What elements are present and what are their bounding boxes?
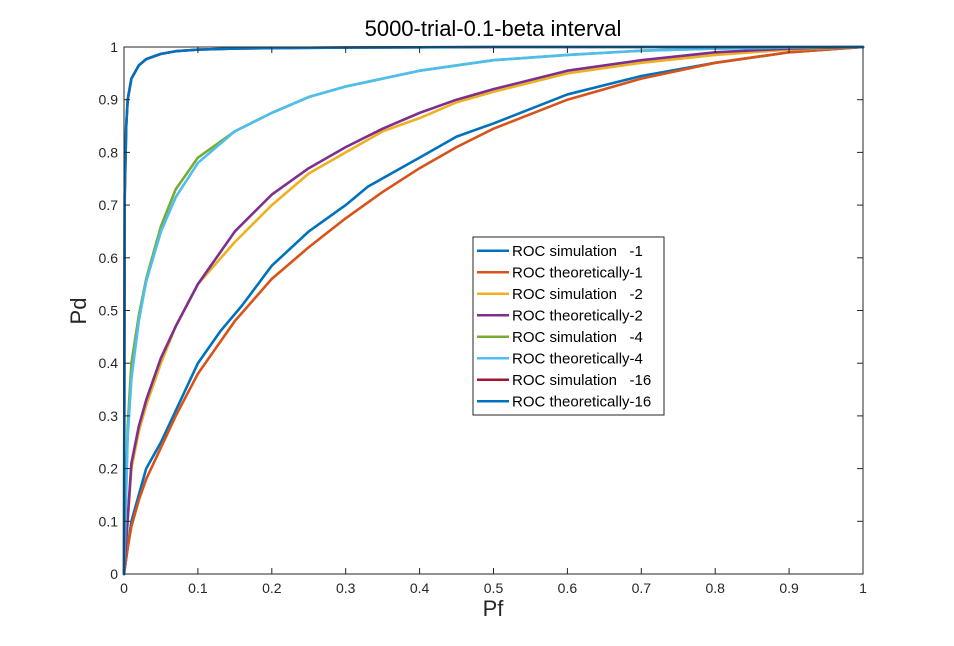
legend-entry-label: ROC simulation -1 bbox=[512, 243, 643, 260]
x-tick-label: 0.2 bbox=[262, 580, 282, 596]
y-tick-label: 0.8 bbox=[99, 144, 119, 160]
y-tick-label: 0.5 bbox=[99, 303, 119, 319]
y-axis-ticks: 0 0.1 0.2 0.3 0.4 0.5 0.6 0.7 0.8 0.9 1 bbox=[99, 39, 863, 582]
x-tick-label: 0.7 bbox=[632, 580, 652, 596]
x-axis-ticks: 0 0.1 0.2 0.3 0.4 0.5 0.6 0.7 0.8 0.9 1 bbox=[120, 47, 867, 596]
y-tick-label: 1 bbox=[110, 39, 118, 55]
legend-entry-label: ROC theoretically-2 bbox=[512, 307, 643, 324]
x-tick-label: 0.4 bbox=[410, 580, 430, 596]
legend-entry-label: ROC simulation -4 bbox=[512, 329, 643, 346]
series-line-4 bbox=[122, 45, 865, 576]
x-tick-label: 0.1 bbox=[188, 580, 208, 596]
series-line-1 bbox=[122, 45, 865, 576]
x-tick-label: 0.3 bbox=[336, 580, 356, 596]
series-line-3 bbox=[122, 45, 865, 576]
legend-entry-label: ROC theoretically-4 bbox=[512, 350, 643, 367]
x-tick-label: 0.6 bbox=[558, 580, 578, 596]
y-tick-label: 0.2 bbox=[99, 461, 119, 477]
y-tick-label: 0.1 bbox=[99, 513, 119, 529]
chart-title: 5000-trial-0.1-beta interval bbox=[365, 16, 622, 41]
legend-entry-label: ROC theoretically-16 bbox=[512, 393, 651, 410]
x-tick-label: 0.8 bbox=[705, 580, 725, 596]
y-tick-label: 0.7 bbox=[99, 197, 119, 213]
legend-entry-label: ROC theoretically-1 bbox=[512, 264, 643, 281]
y-tick-label: 0 bbox=[110, 566, 118, 582]
x-tick-label: 0.5 bbox=[484, 580, 504, 596]
y-axis-title: Pd bbox=[66, 298, 91, 325]
y-tick-label: 0.6 bbox=[99, 250, 119, 266]
x-tick-label: 1 bbox=[859, 580, 867, 596]
y-tick-label: 0.3 bbox=[99, 408, 119, 424]
plot-series bbox=[122, 45, 865, 576]
legend-box bbox=[472, 236, 665, 416]
series-line-2 bbox=[122, 45, 865, 576]
y-tick-label: 0.4 bbox=[99, 355, 119, 371]
x-axis-title: Pf bbox=[483, 596, 505, 621]
x-tick-label: 0 bbox=[120, 580, 128, 596]
x-tick-label: 0.9 bbox=[779, 580, 799, 596]
legend-entry-label: ROC simulation -16 bbox=[512, 372, 651, 389]
legend: ROC simulation -1 ROC theoretically-1 ROC … bbox=[472, 236, 665, 416]
legend-entry-label: ROC simulation -2 bbox=[512, 286, 643, 303]
y-tick-label: 0.9 bbox=[99, 92, 119, 108]
